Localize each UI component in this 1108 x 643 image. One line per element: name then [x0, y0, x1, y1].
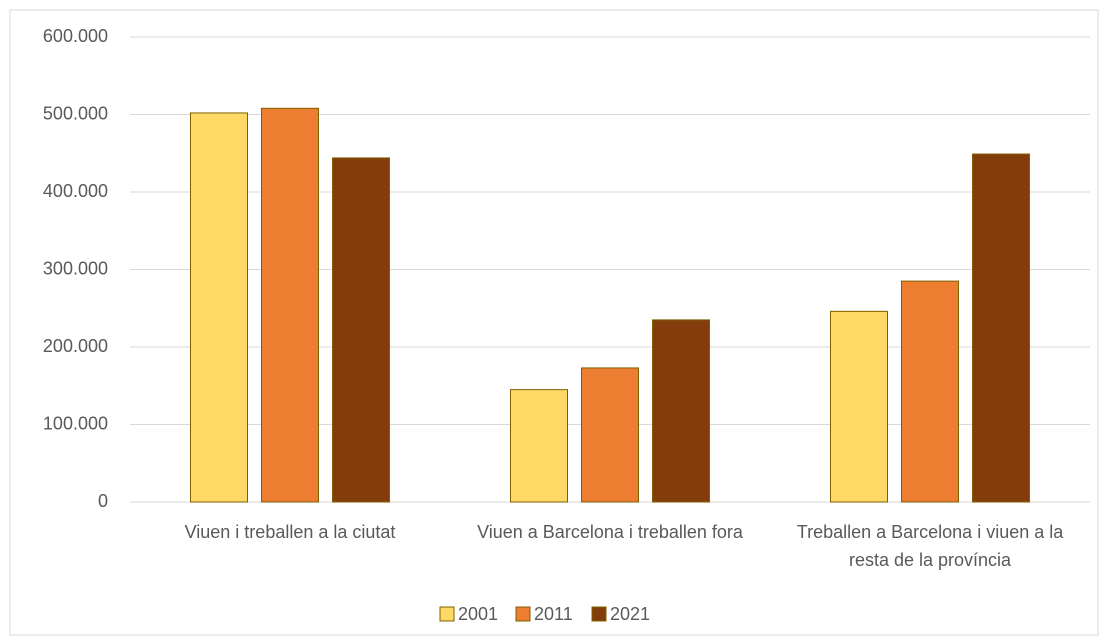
bar — [972, 153, 1030, 503]
x-tick-label: Viuen a Barcelona i treballen fora — [477, 522, 743, 542]
bar — [332, 157, 390, 503]
legend-label: 2021 — [610, 604, 650, 624]
x-tick-label: Treballen a Barcelona i viuen a la resta… — [796, 522, 1064, 570]
bar — [652, 319, 710, 503]
legend-swatch — [591, 606, 607, 622]
y-tick-label: 0 — [98, 491, 108, 511]
bar — [581, 367, 639, 503]
y-tick-label: 300.000 — [43, 258, 108, 278]
bar — [510, 389, 568, 503]
legend-label: 2001 — [458, 604, 498, 624]
y-tick-label: 600.000 — [43, 26, 108, 46]
legend-label: 2011 — [534, 604, 573, 624]
x-tick-label: Viuen i treballen a la ciutat — [184, 522, 396, 542]
y-tick-label: 200.000 — [43, 336, 108, 356]
bar — [901, 280, 959, 503]
bar — [261, 107, 319, 503]
bar — [830, 310, 888, 503]
bar — [190, 112, 248, 503]
y-tick-label: 100.000 — [43, 413, 108, 433]
legend-swatch — [439, 606, 455, 622]
y-tick-label: 500.000 — [43, 103, 108, 123]
legend-swatch — [515, 606, 531, 622]
y-tick-label: 400.000 — [43, 181, 108, 201]
